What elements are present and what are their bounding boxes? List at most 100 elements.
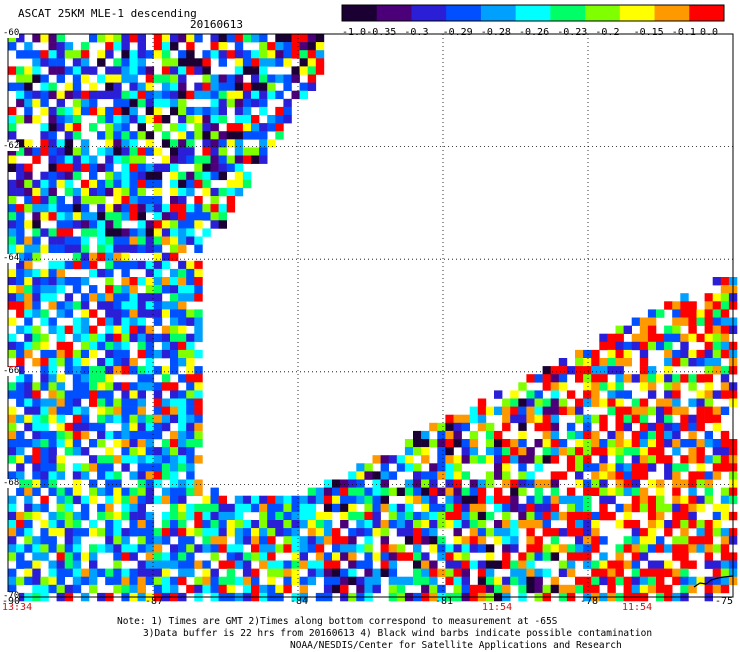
heatmap-cell	[234, 155, 244, 164]
heatmap-cell	[16, 576, 25, 586]
heatmap-cell	[40, 171, 49, 181]
heatmap-cell	[291, 568, 300, 577]
heatmap-cell	[170, 325, 179, 334]
heatmap-cell	[72, 358, 82, 367]
heatmap-cell	[704, 471, 713, 480]
heatmap-cell	[8, 536, 17, 545]
heatmap-cell	[113, 471, 122, 480]
heatmap-cell	[623, 511, 632, 521]
heatmap-cell	[477, 455, 487, 464]
heatmap-cell	[234, 123, 244, 132]
heatmap-cell	[680, 479, 689, 488]
heatmap-cell	[380, 495, 389, 505]
time-label: 13:34	[2, 602, 33, 613]
heatmap-cell	[631, 463, 641, 472]
heatmap-cell	[315, 487, 325, 496]
heatmap-cell	[56, 576, 65, 586]
heatmap-cell	[550, 439, 560, 448]
heatmap-cell	[688, 584, 697, 594]
heatmap-cell	[137, 568, 146, 577]
heatmap-cell	[477, 487, 487, 496]
heatmap-cell	[267, 520, 276, 529]
heatmap-cell	[89, 82, 98, 91]
heatmap-cell	[161, 528, 171, 537]
heatmap-cell	[170, 382, 179, 391]
heatmap-cell	[526, 560, 535, 569]
heatmap-cell	[267, 536, 276, 545]
heatmap-cell	[202, 163, 211, 172]
heatmap-cell	[16, 309, 25, 318]
heatmap-cell	[259, 42, 268, 51]
heatmap-cell	[72, 115, 82, 124]
heatmap-cell	[688, 560, 697, 569]
heatmap-cell	[194, 171, 203, 181]
heatmap-cell	[421, 520, 430, 529]
heatmap-cell	[242, 106, 252, 116]
heatmap-cell	[664, 422, 673, 432]
heatmap-cell	[332, 568, 341, 577]
heatmap-cell	[242, 560, 252, 569]
heatmap-cell	[161, 463, 171, 472]
heatmap-cell	[583, 422, 592, 432]
heatmap-cell	[704, 374, 713, 383]
heatmap-cell	[194, 325, 203, 334]
heatmap-cell	[599, 358, 608, 367]
heatmap-cell	[267, 90, 276, 100]
heatmap-cell	[566, 406, 576, 415]
heatmap-cell	[356, 576, 365, 586]
heatmap-cell	[558, 560, 568, 569]
heatmap-cell	[24, 317, 33, 326]
heatmap-cell	[437, 422, 446, 432]
heatmap-cell	[656, 568, 665, 577]
heatmap-cell	[704, 301, 713, 310]
heatmap-cell	[161, 277, 171, 286]
heatmap-cell	[720, 325, 730, 334]
heatmap-cell	[145, 196, 155, 205]
heatmap-cell	[56, 406, 65, 415]
heatmap-cell	[170, 439, 179, 448]
heatmap-cell	[242, 584, 252, 594]
heatmap-cell	[477, 479, 487, 488]
heatmap-cell	[186, 382, 195, 391]
heatmap-cell	[202, 131, 211, 140]
heatmap-cell	[145, 236, 155, 245]
heatmap-cell	[153, 406, 163, 415]
heatmap-cell	[97, 544, 106, 553]
heatmap-cell	[299, 42, 308, 51]
heatmap-cell	[8, 406, 17, 415]
heatmap-cell	[137, 50, 146, 59]
heatmap-cell	[170, 74, 179, 83]
heatmap-cell	[186, 58, 195, 67]
heatmap-cell	[542, 439, 551, 448]
heatmap-cell	[307, 511, 317, 521]
heatmap-cell	[113, 236, 122, 245]
heatmap-cell	[194, 430, 203, 440]
heatmap-cell	[161, 90, 171, 100]
heatmap-cell	[170, 560, 179, 569]
heatmap-cell	[32, 398, 41, 407]
heatmap-cell	[48, 317, 57, 326]
heatmap-cell	[664, 358, 673, 367]
heatmap-cell	[145, 244, 155, 253]
heatmap-cell	[502, 463, 511, 472]
heatmap-cell	[615, 439, 624, 448]
heatmap-cell	[510, 455, 519, 464]
heatmap-cell	[32, 358, 41, 367]
heatmap-cell	[234, 576, 244, 586]
heatmap-cell	[161, 252, 171, 262]
heatmap-cell	[170, 293, 179, 302]
heatmap-cell	[704, 584, 713, 594]
heatmap-cell	[129, 244, 138, 253]
heatmap-cell	[80, 341, 90, 351]
heatmap-cell	[550, 471, 560, 480]
heatmap-cell	[502, 439, 511, 448]
heatmap-cell	[186, 544, 195, 553]
heatmap-cell	[704, 414, 713, 424]
heatmap-cell	[599, 398, 608, 407]
heatmap-cell	[129, 277, 138, 286]
heatmap-cell	[234, 131, 244, 140]
heatmap-cell	[16, 471, 25, 480]
heatmap-cell	[64, 82, 74, 91]
heatmap-cell	[56, 50, 65, 59]
heatmap-cell	[704, 398, 713, 407]
